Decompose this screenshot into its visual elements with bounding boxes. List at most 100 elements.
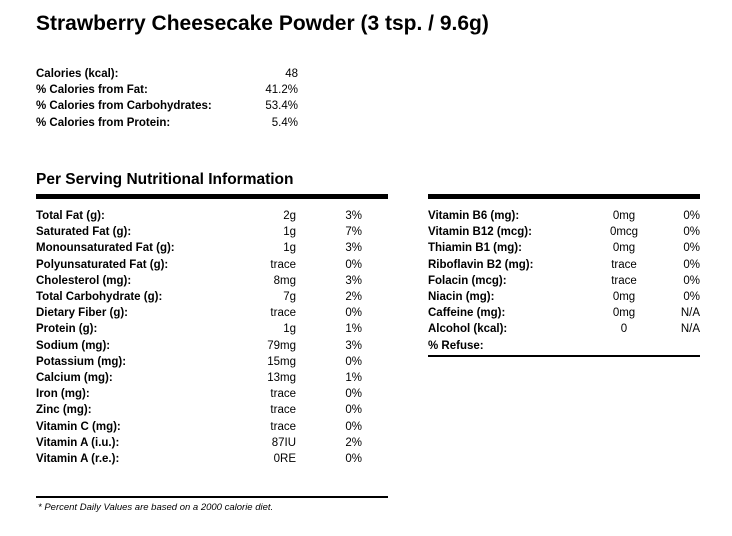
nutrient-daily-value: N/A xyxy=(680,323,700,336)
summary-value: 41.2% xyxy=(265,84,298,97)
nutrient-amount: 13mg xyxy=(267,371,296,384)
nutrient-daily-value: 3% xyxy=(345,210,362,223)
nutrient-daily-value: 1% xyxy=(345,323,362,336)
nutrient-daily-value: 2% xyxy=(345,436,362,449)
nutrient-label: Vitamin A (i.u.): xyxy=(36,436,120,449)
nutrient-amount: 0mg xyxy=(612,307,636,320)
nutrient-daily-value: 0% xyxy=(683,291,700,304)
nutrient-daily-value: 0% xyxy=(345,307,362,320)
nutrient-label: Saturated Fat (g): xyxy=(36,226,132,239)
divider-left-bottom xyxy=(36,496,388,498)
nutrient-amount: 1g xyxy=(283,226,296,239)
nutrient-amount: 2g xyxy=(283,210,296,223)
nutrient-daily-value: 3% xyxy=(345,339,362,352)
summary-value: 53.4% xyxy=(265,100,298,113)
nutrient-amount: 1g xyxy=(283,323,296,336)
summary-label: % Calories from Protein: xyxy=(36,116,171,129)
nutrient-amount: 7g xyxy=(283,291,296,304)
nutrient-label: Iron (mg): xyxy=(36,388,90,401)
footnote: * Percent Daily Values are based on a 20… xyxy=(38,502,274,513)
nutrient-daily-value: 7% xyxy=(345,226,362,239)
nutrient-amount: trace xyxy=(611,258,637,271)
nutrient-daily-value: 0% xyxy=(345,355,362,368)
divider-thick-left xyxy=(36,194,388,199)
summary-value: 48 xyxy=(285,68,298,81)
nutrient-daily-value: 0% xyxy=(683,242,700,255)
summary-label: % Calories from Fat: xyxy=(36,84,148,97)
nutrient-row: Iron (mg): trace 0% xyxy=(36,386,362,402)
nutrient-amount: 15mg xyxy=(267,355,296,368)
section-title: Per Serving Nutritional Information xyxy=(36,171,294,188)
nutrient-row: Caffeine (mg): 0mg N/A xyxy=(428,305,700,321)
nutrient-label: Alcohol (kcal): xyxy=(428,323,508,336)
nutrient-row: Vitamin B6 (mg): 0mg 0% xyxy=(428,208,700,224)
summary-label: % Calories from Carbohydrates: xyxy=(36,100,212,113)
nutrient-row: Zinc (mg): trace 0% xyxy=(36,402,362,418)
nutrient-label: Vitamin A (r.e.): xyxy=(36,452,120,465)
nutrient-daily-value: 0% xyxy=(345,452,362,465)
nutrient-label: Thiamin B1 (mg): xyxy=(428,242,522,255)
nutrient-row: Vitamin A (i.u.): 87IU 2% xyxy=(36,435,362,451)
nutrient-row: Total Fat (g): 2g 3% xyxy=(36,208,362,224)
nutrient-daily-value: 3% xyxy=(345,242,362,255)
nutrient-amount: 8mg xyxy=(273,274,296,287)
nutrient-label: Calcium (mg): xyxy=(36,371,113,384)
nutrient-amount: 0mg xyxy=(612,210,636,223)
nutrient-row: Thiamin B1 (mg): 0mg 0% xyxy=(428,240,700,256)
nutrient-row: Vitamin A (r.e.): 0RE 0% xyxy=(36,451,362,467)
nutrient-amount: 87IU xyxy=(271,436,296,449)
nutrient-amount: 1g xyxy=(283,242,296,255)
nutrient-row: Vitamin C (mg): trace 0% xyxy=(36,418,362,434)
nutrient-row: Saturated Fat (g): 1g 7% xyxy=(36,224,362,240)
calorie-summary: Calories (kcal): 48 % Calories from Fat:… xyxy=(36,66,298,131)
nutrient-label: Monounsaturated Fat (g): xyxy=(36,242,175,255)
nutrient-daily-value: 0% xyxy=(345,420,362,433)
nutrient-label: Total Fat (g): xyxy=(36,210,105,223)
nutrient-row: Total Carbohydrate (g): 7g 2% xyxy=(36,289,362,305)
summary-row: % Calories from Carbohydrates: 53.4% xyxy=(36,98,298,114)
nutrient-amount: 79mg xyxy=(267,339,296,352)
nutrient-row: Riboflavin B2 (mg): trace 0% xyxy=(428,257,700,273)
nutrient-daily-value: 1% xyxy=(345,371,362,384)
nutrient-label: Polyunsaturated Fat (g): xyxy=(36,258,169,271)
nutrient-row: Calcium (mg): 13mg 1% xyxy=(36,370,362,386)
summary-value: 5.4% xyxy=(271,116,298,129)
nutrient-amount: trace xyxy=(270,388,296,401)
nutrient-row: Protein (g): 1g 1% xyxy=(36,321,362,337)
nutrient-daily-value: 0% xyxy=(683,226,700,239)
nutrient-row: Folacin (mcg): trace 0% xyxy=(428,273,700,289)
nutrient-amount: 0mg xyxy=(612,291,636,304)
nutrient-table-left: Total Fat (g): 2g 3% Saturated Fat (g): 1g 7%… xyxy=(36,208,362,467)
summary-label: Calories (kcal): xyxy=(36,68,119,81)
summary-row: Calories (kcal): 48 xyxy=(36,66,298,82)
nutrient-daily-value: 0% xyxy=(345,404,362,417)
nutrient-row: Niacin (mg): 0mg 0% xyxy=(428,289,700,305)
nutrient-label: Vitamin B6 (mg): xyxy=(428,210,520,223)
nutrient-daily-value: 0% xyxy=(683,274,700,287)
nutrient-label: Protein (g): xyxy=(36,323,98,336)
nutrient-label: Dietary Fiber (g): xyxy=(36,307,129,320)
nutrient-daily-value: 0% xyxy=(683,210,700,223)
nutrient-amount: trace xyxy=(270,420,296,433)
nutrient-daily-value: 2% xyxy=(345,291,362,304)
nutrient-label: Riboflavin B2 (mg): xyxy=(428,258,534,271)
nutrient-daily-value: 0% xyxy=(683,258,700,271)
nutrient-row: Monounsaturated Fat (g): 1g 3% xyxy=(36,240,362,256)
nutrient-label: Niacin (mg): xyxy=(428,291,495,304)
nutrient-label: Potassium (mg): xyxy=(36,355,127,368)
nutrient-label: Caffeine (mg): xyxy=(428,307,506,320)
nutrient-label: Zinc (mg): xyxy=(36,404,92,417)
summary-row: % Calories from Fat: 41.2% xyxy=(36,82,298,98)
divider-thick-right xyxy=(428,194,700,199)
nutrient-label: Sodium (mg): xyxy=(36,339,111,352)
nutrient-table-right: Vitamin B6 (mg): 0mg 0% Vitamin B12 (mcg): 0… xyxy=(428,208,700,354)
page-title: Strawberry Cheesecake Powder (3 tsp. / 9… xyxy=(36,12,489,35)
nutrient-amount: 0mcg xyxy=(609,226,639,239)
nutrient-label: Folacin (mcg): xyxy=(428,274,507,287)
nutrient-amount: 0mg xyxy=(612,242,636,255)
nutrient-label: Vitamin B12 (mcg): xyxy=(428,226,532,239)
nutrient-label: Total Carbohydrate (g): xyxy=(36,291,163,304)
nutrient-amount: 0 xyxy=(620,323,628,336)
nutrient-amount: trace xyxy=(611,274,637,287)
nutrient-row: Alcohol (kcal): 0 N/A xyxy=(428,321,700,337)
